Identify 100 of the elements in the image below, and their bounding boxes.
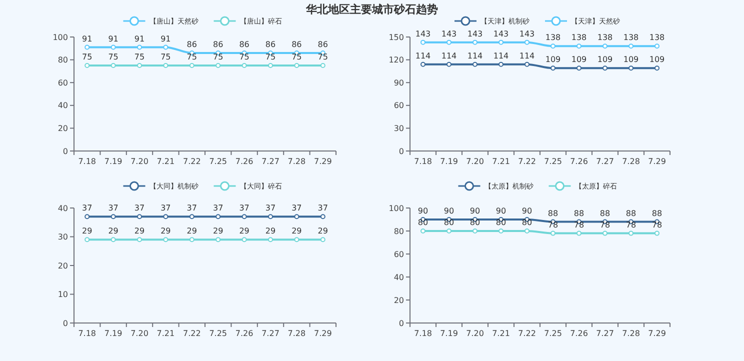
point — [163, 44, 168, 50]
data-label: 29 — [160, 226, 171, 236]
data-label: 90 — [418, 206, 428, 216]
point — [498, 228, 504, 234]
point — [420, 228, 426, 234]
x-tick-label: 7.22 — [182, 157, 201, 166]
data-label: 80 — [444, 218, 454, 227]
data-label: 78 — [626, 220, 636, 230]
y-tick-label: 20 — [394, 296, 404, 305]
x-tick-label: 7.26 — [235, 157, 254, 166]
point — [654, 44, 660, 49]
data-label: 75 — [239, 52, 250, 62]
point — [110, 63, 116, 68]
x-tick-label: 7.20 — [466, 329, 484, 338]
x-tick-label: 7.27 — [596, 329, 614, 338]
point — [420, 62, 426, 67]
point — [524, 228, 530, 234]
x-tick-label: 7.25 — [209, 157, 228, 166]
x-tick-label: 7.26 — [235, 329, 254, 338]
data-label: 78 — [600, 220, 610, 230]
data-label: 86 — [239, 40, 250, 49]
data-label: 114 — [415, 51, 431, 60]
point — [84, 44, 90, 50]
data-label: 75 — [108, 52, 118, 62]
data-label: 78 — [574, 220, 584, 230]
point — [446, 62, 452, 67]
y-tick-label: 150 — [388, 32, 404, 42]
x-tick-label: 7.18 — [78, 329, 96, 338]
data-label: 90 — [496, 206, 506, 216]
y-tick-label: 40 — [58, 204, 68, 213]
y-tick-label: 20 — [58, 261, 68, 270]
data-label: 80 — [470, 218, 480, 227]
y-tick-label: 40 — [394, 272, 404, 282]
data-label: 75 — [186, 52, 197, 62]
point — [654, 230, 660, 236]
y-tick-label: 100 — [52, 32, 68, 42]
data-label: 91 — [160, 34, 171, 44]
data-label: 37 — [134, 204, 145, 213]
x-tick-label: 7.21 — [492, 329, 510, 338]
y-tick-label: 80 — [58, 56, 68, 65]
point — [84, 63, 90, 68]
point — [524, 62, 530, 67]
x-tick-label: 7.18 — [414, 157, 432, 166]
data-label: 86 — [265, 40, 276, 49]
data-label: 138 — [649, 33, 665, 42]
data-label: 78 — [548, 220, 558, 230]
x-tick-label: 7.22 — [182, 329, 201, 338]
data-label: 29 — [186, 226, 197, 236]
data-label: 78 — [652, 220, 662, 230]
data-label: 91 — [134, 34, 145, 44]
data-label: 91 — [108, 34, 118, 44]
data-label: 37 — [265, 204, 276, 213]
data-label: 29 — [213, 226, 224, 236]
data-label: 37 — [318, 204, 328, 213]
y-tick-label: 100 — [388, 204, 404, 213]
data-label: 109 — [623, 55, 639, 64]
data-label: 37 — [82, 204, 92, 213]
data-label: 86 — [213, 40, 224, 49]
x-tick-label: 7.20 — [466, 157, 484, 166]
data-label: 37 — [160, 204, 171, 213]
x-tick-label: 7.28 — [622, 157, 640, 166]
data-label: 91 — [82, 34, 92, 44]
point — [602, 66, 608, 71]
data-label: 75 — [318, 52, 328, 62]
data-label: 109 — [545, 55, 561, 64]
x-tick-label: 7.22 — [518, 157, 536, 166]
y-tick-label: 90 — [394, 78, 404, 88]
data-label: 90 — [470, 206, 480, 216]
point — [216, 63, 221, 68]
data-label: 143 — [493, 29, 509, 38]
x-tick-label: 7.21 — [156, 329, 175, 338]
data-label: 29 — [292, 226, 302, 236]
data-label: 75 — [134, 52, 145, 62]
point — [189, 63, 194, 68]
y-tick-label: 20 — [58, 124, 68, 133]
x-tick-label: 7.20 — [130, 329, 148, 338]
point — [320, 63, 326, 68]
point — [602, 230, 608, 236]
x-tick-label: 7.29 — [648, 157, 666, 166]
x-tick-label: 7.26 — [570, 329, 588, 338]
x-tick-label: 7.25 — [544, 329, 562, 338]
data-label: 86 — [186, 40, 197, 49]
x-tick-label: 7.18 — [78, 157, 96, 166]
data-label: 29 — [82, 226, 92, 236]
point — [576, 66, 582, 71]
y-tick-label: 0 — [398, 146, 404, 156]
point — [163, 63, 168, 68]
point — [628, 230, 634, 236]
data-label: 80 — [496, 218, 506, 227]
data-label: 90 — [444, 206, 454, 216]
data-label: 80 — [522, 218, 532, 227]
point — [446, 40, 452, 45]
x-tick-label: 7.22 — [518, 329, 536, 338]
data-label: 143 — [415, 29, 431, 38]
data-label: 29 — [108, 226, 118, 236]
point — [550, 66, 556, 71]
data-label: 75 — [160, 52, 171, 62]
x-tick-label: 7.29 — [314, 157, 332, 166]
data-label: 138 — [597, 33, 613, 42]
point — [268, 63, 273, 68]
